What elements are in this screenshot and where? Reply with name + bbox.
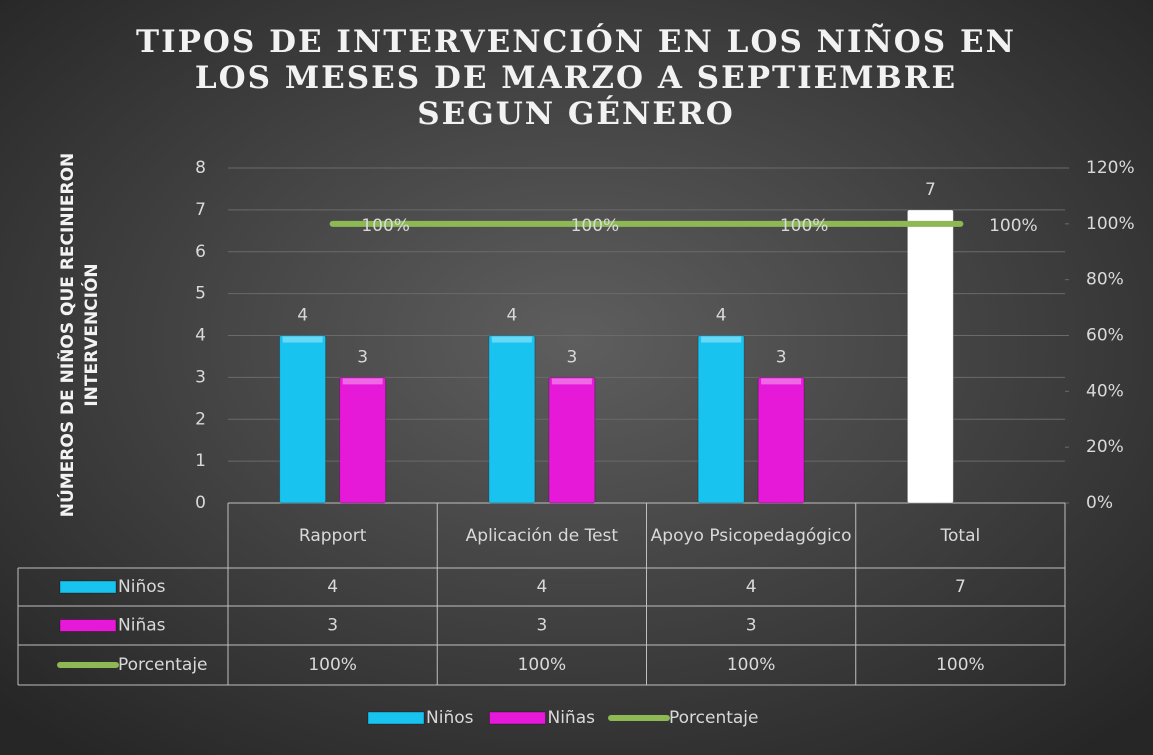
bar-bevel — [761, 378, 802, 385]
table-cell: 100% — [308, 655, 357, 675]
legend-swatch — [488, 711, 546, 725]
table-row-label: Niñas — [118, 616, 166, 636]
x-tick-label: Total — [940, 525, 981, 546]
data-label: 100% — [361, 216, 410, 236]
legend-label: Niños — [426, 708, 474, 728]
y2-tick-label: 40% — [1086, 381, 1124, 401]
table-row-label: Niños — [118, 577, 166, 597]
y-tick-label: 5 — [195, 284, 206, 304]
y2-tick-label: 0% — [1086, 493, 1113, 513]
category-cell: Aplicación de Test — [465, 525, 619, 546]
table-cell: 100% — [727, 655, 776, 675]
data-label: 4 — [297, 306, 308, 326]
table-cell: 4 — [746, 577, 757, 597]
data-label: 3 — [566, 347, 577, 367]
y2-tick-label: 100% — [1086, 214, 1135, 234]
x-tick-label: Apoyo Psicopedagógico — [650, 525, 852, 546]
table-cell: 3 — [536, 616, 547, 636]
category-cell: Apoyo Psicopedagógico — [650, 525, 852, 546]
legend-swatch — [59, 619, 117, 632]
y-tick-label: 2 — [195, 409, 206, 429]
data-label: 3 — [776, 347, 787, 367]
y-tick-label: 8 — [195, 158, 206, 178]
y-tick-label: 3 — [195, 367, 206, 387]
table-cell: 7 — [955, 577, 966, 597]
bar-bevel — [282, 336, 323, 343]
data-label: 3 — [357, 347, 368, 367]
y2-tick-label: 80% — [1086, 270, 1124, 290]
bar — [697, 335, 745, 504]
table-cell: 3 — [327, 616, 338, 636]
bar-bevel — [701, 336, 742, 343]
x-tick-label: Rapport — [298, 525, 367, 546]
table-cell: 3 — [746, 616, 757, 636]
bar-bevel — [910, 210, 951, 217]
y-tick-label: 1 — [195, 451, 206, 471]
y-tick-label: 6 — [195, 242, 206, 262]
bar-bevel — [342, 378, 383, 385]
bar — [339, 376, 387, 504]
bar — [488, 335, 536, 504]
y-tick-label: 4 — [195, 326, 206, 346]
legend-swatch — [59, 580, 117, 594]
category-cell: Total — [940, 525, 981, 546]
table-cell: 4 — [327, 577, 338, 597]
bar — [279, 335, 327, 504]
table-cell: 100% — [936, 655, 985, 675]
data-label: 4 — [506, 306, 517, 326]
data-label: 100% — [571, 216, 620, 236]
data-label: 7 — [925, 180, 936, 200]
bar — [906, 209, 954, 504]
y-tick-label: 0 — [195, 493, 206, 513]
bar-bevel — [491, 336, 532, 343]
bar — [757, 376, 805, 504]
data-label: 100% — [989, 216, 1038, 236]
y-axis-label: NÚMEROS DE NIÑOS QUE RECINIERON INTERVEN… — [58, 152, 102, 518]
table-row-label: Porcentaje — [118, 655, 208, 675]
x-tick-label: Aplicación de Test — [465, 525, 619, 546]
data-label: 100% — [780, 216, 829, 236]
bar-bevel — [551, 378, 592, 385]
legend-swatch — [367, 711, 425, 725]
data-label: 4 — [716, 306, 727, 326]
legend-label: Niñas — [547, 708, 595, 728]
legend-label: Porcentaje — [669, 708, 759, 728]
y2-tick-label: 120% — [1086, 158, 1135, 178]
table-cell: 4 — [536, 577, 547, 597]
y-tick-label: 7 — [195, 200, 206, 220]
bar — [548, 376, 596, 504]
y2-tick-label: 20% — [1086, 437, 1124, 457]
table-cell: 100% — [518, 655, 567, 675]
chart-title: TIPOS DE INTERVENCIÓN EN LOS NIÑOS EN LO… — [136, 24, 1016, 132]
y2-tick-label: 60% — [1086, 326, 1124, 346]
category-cell: Rapport — [298, 525, 367, 546]
